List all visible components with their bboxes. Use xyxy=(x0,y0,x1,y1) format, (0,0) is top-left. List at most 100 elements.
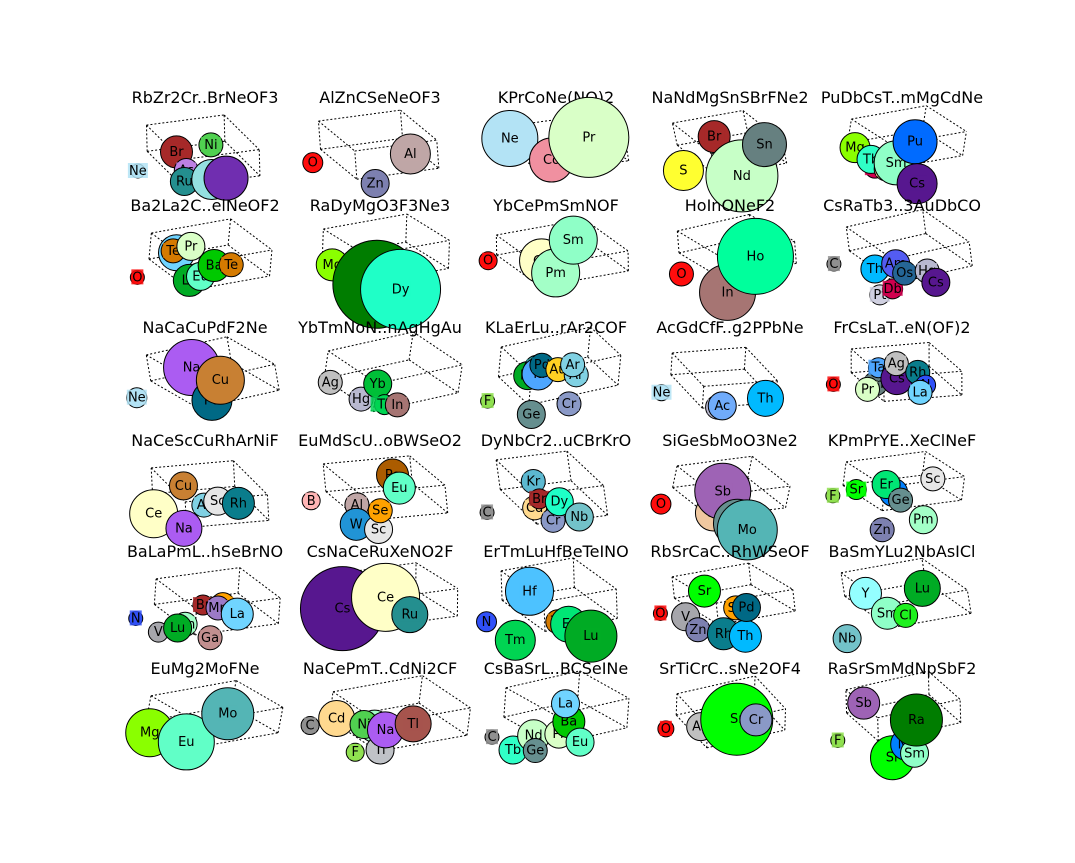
structure-panel: Ba2La2C..elNeOF2OLaTePrLuEuBaTe xyxy=(125,196,285,338)
atom-label: Pu xyxy=(907,135,923,150)
atom: Cu xyxy=(168,471,198,501)
unit-cell-edge xyxy=(846,450,926,463)
atom-label: Na xyxy=(183,361,201,376)
atom: N xyxy=(476,611,498,633)
unit-cell-edge xyxy=(497,346,502,377)
atom-label-bg xyxy=(712,397,733,413)
panel-title: HoInONeF2 xyxy=(684,196,776,215)
atom: La xyxy=(907,379,933,405)
unit-cell-edge xyxy=(274,364,280,391)
unit-cell-plot: BAlWScSePoEu xyxy=(301,455,449,544)
atom: La xyxy=(220,597,254,631)
atom-label: V xyxy=(154,625,163,640)
atom-label: Th xyxy=(866,262,883,277)
unit-cell-edge xyxy=(877,717,879,742)
unit-cell-edge xyxy=(151,218,231,234)
atom: Sr xyxy=(687,574,721,608)
panel-title: RbZr2Cr..BrNeOF3 xyxy=(131,88,279,107)
atom: C xyxy=(484,729,500,745)
atom: F xyxy=(825,487,841,504)
unit-cell-edge xyxy=(922,209,927,234)
atom-label-bg xyxy=(562,356,583,372)
atom-label: Ga xyxy=(201,631,219,646)
atom: Db xyxy=(882,278,904,300)
unit-cell-edge xyxy=(223,114,260,150)
atom: Sc xyxy=(364,514,394,544)
unit-cell-edge xyxy=(743,347,747,370)
atom: Ag xyxy=(317,369,343,395)
atom-label: O xyxy=(676,267,686,282)
atom-label-bg xyxy=(910,384,931,400)
atom-label-bg xyxy=(890,492,911,508)
atom: Ho xyxy=(716,217,794,295)
atom-label: Ac xyxy=(714,399,730,414)
unit-cell-edge xyxy=(577,670,581,701)
atom-label: Yb xyxy=(369,377,386,392)
atom-label-bg xyxy=(569,508,590,524)
atom-label-bg xyxy=(745,248,766,264)
structure-panel: NaCaCuPdF2NeNeNaPdCu xyxy=(125,318,285,460)
atom-label: Tl xyxy=(406,717,419,732)
unit-cell-edge xyxy=(332,675,423,693)
unit-cell-edge xyxy=(615,588,618,619)
structure-panel: CsNaCeRuXeNO2FNCsXeCeRu xyxy=(299,542,460,684)
atom: La xyxy=(551,689,581,719)
structure-panel: PuDbCsT..mMgCdNeMgDbTbCdSmPuCs xyxy=(821,88,983,230)
unit-cell-edge xyxy=(324,359,410,380)
panel-title: SiGeSbMoO3Ne2 xyxy=(662,431,798,450)
unit-cell-edge xyxy=(145,125,148,152)
atom-label: Sc xyxy=(210,494,225,509)
panel-title: NaNdMgSnSBrFNe2 xyxy=(651,88,809,107)
unit-cell-edge xyxy=(966,589,972,614)
atom-label-bg xyxy=(304,717,317,733)
atom-label-bg xyxy=(129,610,142,626)
atom: Pd xyxy=(731,592,761,622)
panel-title: RaDyMgO3F3Ne3 xyxy=(309,196,451,215)
unit-cell-edge xyxy=(678,252,725,281)
atom: Ni xyxy=(198,132,224,158)
atom-label-bg xyxy=(387,396,408,412)
atom: O xyxy=(478,251,498,271)
atom-label-bg xyxy=(390,281,411,297)
panel-title: SrTiCrC..sNe2OF4 xyxy=(659,659,801,678)
atom: Mo xyxy=(201,687,255,741)
unit-cell-edge xyxy=(145,354,152,381)
atom: Os xyxy=(892,260,918,286)
atom: Kr xyxy=(520,468,546,494)
atom: Sb xyxy=(847,686,881,720)
atom-label-bg xyxy=(687,621,708,637)
unit-cell-edge xyxy=(928,342,963,372)
unit-cell-edge xyxy=(590,326,622,356)
atom-label-bg xyxy=(350,516,363,532)
panel-title: NaCePmT..CdNi2CF xyxy=(302,659,458,678)
structure-panel: DyNbCr2..uCBrKrO C Kr Cd Br Cr Dy Nb xyxy=(476,431,636,573)
atom-label-bg xyxy=(826,487,839,503)
atom-label: Y xyxy=(861,586,870,601)
atom xyxy=(203,155,249,201)
unit-cell-edge xyxy=(572,557,575,588)
atom: Zn xyxy=(360,168,390,198)
unit-cell-edge xyxy=(842,461,847,486)
atom-label: Th xyxy=(736,629,753,644)
unit-cell-edge xyxy=(354,150,358,180)
unit-cell-edge xyxy=(927,670,961,700)
atom-label-bg xyxy=(368,521,389,537)
atom-label: Cu xyxy=(175,479,192,494)
atom-label-bg xyxy=(679,608,692,624)
atom-label: F xyxy=(484,394,491,409)
unit-cell-edge xyxy=(849,233,926,252)
atom-label-bg xyxy=(204,257,225,273)
unit-cell-edge xyxy=(851,342,930,350)
atom-label: Cr xyxy=(562,397,577,412)
unit-cell-edge xyxy=(792,589,796,611)
atom-label-bg xyxy=(499,130,520,146)
structure-panel: ErTmLuHfBeTeINONTmHfTeErLu xyxy=(476,542,636,684)
unit-cell-edge xyxy=(148,232,152,260)
atom-label-bg xyxy=(882,280,903,296)
unit-cell-edge xyxy=(675,714,708,749)
atom-label-bg xyxy=(351,391,372,407)
unit-cell-edge xyxy=(277,598,281,624)
atom-label: Cs xyxy=(335,602,351,617)
unit-cell-edge xyxy=(227,244,270,277)
atom-label-bg xyxy=(482,252,495,268)
